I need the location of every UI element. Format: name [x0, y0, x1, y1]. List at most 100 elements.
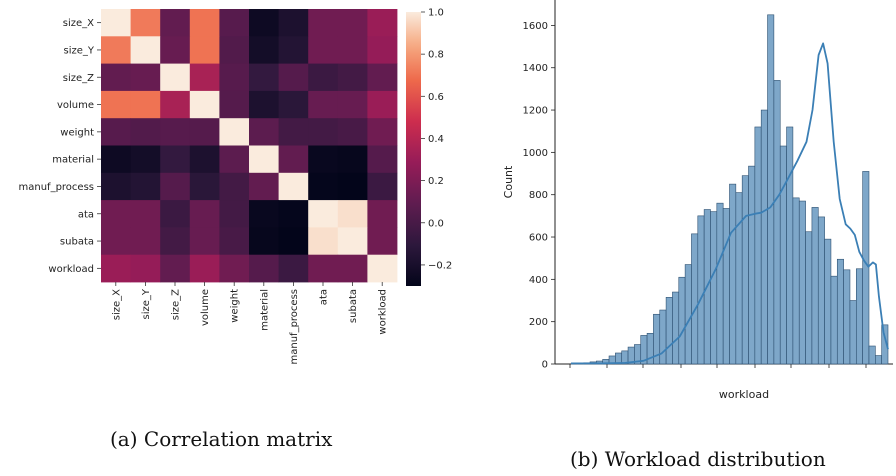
- hist-bar: [862, 171, 870, 365]
- hist-bar: [824, 238, 832, 365]
- heatmap-cell-material-material: [249, 145, 279, 174]
- hist-ytick-label: 800: [529, 190, 548, 201]
- heatmap-cell-size_Y-subata: [337, 36, 368, 64]
- hist-bar: [665, 297, 673, 365]
- heatmap-ytick-size_X: size_X: [63, 18, 94, 29]
- heatmap-ytick-size_Y: size_Y: [64, 45, 95, 56]
- heatmap-cell-workload-ata: [308, 254, 339, 283]
- heatmap-cell-material-size_Y: [130, 145, 161, 174]
- heatmap-cell-weight-manuf_process: [278, 118, 309, 146]
- hist-bar: [691, 233, 699, 365]
- heatmap-cell-size_Y-weight: [219, 36, 250, 64]
- hist-bar: [659, 309, 667, 365]
- heatmap-cell-size_X-ata: [308, 9, 339, 37]
- heatmap-cell-weight-size_X: [101, 118, 131, 146]
- heatmap-cell-weight-size_Z: [160, 118, 191, 146]
- heatmap-cell-material-size_X: [101, 145, 131, 174]
- hist-bar: [811, 207, 819, 365]
- heatmap-cell-subata-weight: [219, 227, 250, 256]
- heatmap-cell-size_Y-manuf_process: [278, 36, 309, 64]
- hist-bar: [875, 355, 882, 365]
- heatmap-cell-workload-size_X: [101, 254, 131, 283]
- heatmap-cell-ata-ata: [308, 200, 339, 228]
- hist-ytick-label: 0: [542, 360, 548, 371]
- hist-bar: [760, 109, 768, 365]
- colorbar-tick-label: −0.2: [428, 260, 452, 271]
- heatmap-cell-size_Z-size_Z: [160, 63, 191, 92]
- hist-ytick-label: 200: [529, 317, 548, 328]
- heatmap-cell-volume-size_X: [101, 90, 131, 119]
- heatmap-cell-size_Y-volume: [189, 36, 220, 64]
- heatmap-cell-ata-subata: [337, 200, 368, 228]
- colorbar-tick-label: 0.2: [428, 176, 444, 187]
- heatmap-ytick-size_Z: size_Z: [63, 73, 94, 84]
- heatmap-cell-ata-volume: [189, 200, 220, 228]
- hist-bar: [836, 258, 844, 365]
- heatmap-cell-subata-material: [249, 227, 279, 256]
- heatmap-cell-weight-weight: [219, 118, 250, 146]
- hist-ytick-label: 600: [529, 233, 548, 244]
- heatmap-cell-manuf_process-material: [249, 172, 279, 201]
- hist-bar: [855, 268, 863, 365]
- heatmap-cell-size_X-subata: [337, 9, 368, 37]
- heatmap-cell-workload-size_Z: [160, 254, 191, 283]
- heatmap-cell-material-volume: [189, 145, 220, 174]
- heatmap-cell-ata-size_X: [101, 200, 131, 228]
- heatmap-cell-size_X-size_Y: [130, 9, 161, 37]
- heatmap-cell-subata-size_Y: [130, 227, 161, 256]
- heatmap-cell-size_Z-subata: [337, 63, 368, 92]
- heatmap-xtick-material: material: [259, 289, 270, 331]
- heatmap-cell-manuf_process-manuf_process: [278, 172, 309, 201]
- heatmap-cell-workload-workload: [367, 254, 398, 283]
- heatmap-xtick-size_Y: size_Y: [141, 288, 152, 319]
- heatmap-cell-size_Y-size_Y: [130, 36, 161, 64]
- hist-bar: [868, 345, 876, 365]
- hist-bar: [773, 80, 781, 365]
- heatmap-cell-weight-workload: [367, 118, 398, 146]
- heatmap-cell-manuf_process-size_Z: [160, 172, 191, 201]
- hist-bar: [767, 14, 775, 365]
- heatmap-cell-manuf_process-subata: [337, 172, 368, 201]
- hist-bar: [710, 211, 718, 365]
- hist-bar: [672, 291, 680, 365]
- colorbar-tick-label: 0.8: [428, 50, 444, 61]
- heatmap-cell-size_Y-material: [249, 36, 279, 64]
- heatmap-cell-subata-volume: [189, 227, 220, 256]
- heatmap-cell-volume-manuf_process: [278, 90, 309, 119]
- hist-ytick-label: 1400: [523, 63, 548, 74]
- hist-bar: [748, 165, 756, 365]
- hist-bar: [741, 175, 749, 365]
- heatmap-cell-size_Y-size_Z: [160, 36, 191, 64]
- heatmap-cell-manuf_process-weight: [219, 172, 250, 201]
- heatmap-cell-size_Z-ata: [308, 63, 339, 92]
- hist-bar: [729, 183, 737, 365]
- heatmap-xtick-subata: subata: [348, 289, 359, 323]
- hist-bar: [798, 200, 806, 365]
- heatmap-cell-weight-ata: [308, 118, 339, 146]
- heatmap-ytick-manuf_process: manuf_process: [19, 182, 95, 193]
- heatmap-xtick-weight: weight: [230, 289, 241, 323]
- heatmap-cell-size_Y-workload: [367, 36, 398, 64]
- heatmap-cell-material-workload: [367, 145, 398, 174]
- correlation-heatmap: size_Xsize_Xsize_Ysize_Ysize_Zsize_Zvolu…: [19, 9, 398, 365]
- heatmap-cell-size_Z-size_X: [101, 63, 131, 92]
- heatmap-cell-weight-size_Y: [130, 118, 161, 146]
- heatmap-cell-volume-ata: [308, 90, 339, 119]
- hist-xlabel: workload: [719, 388, 769, 401]
- colorbar-bar: [406, 12, 421, 286]
- heatmap-cell-ata-workload: [367, 200, 398, 228]
- heatmap-cell-workload-size_Y: [130, 254, 161, 283]
- heatmap-cell-subata-size_X: [101, 227, 131, 256]
- heatmap-cell-material-subata: [337, 145, 368, 174]
- heatmap-xtick-manuf_process: manuf_process: [289, 289, 300, 365]
- heatmap-cell-subata-subata: [337, 227, 368, 256]
- heatmap-cell-subata-workload: [367, 227, 398, 256]
- heatmap-cell-subata-manuf_process: [278, 227, 309, 256]
- heatmap-ytick-subata: subata: [60, 237, 94, 248]
- heatmap-cell-manuf_process-size_Y: [130, 172, 161, 201]
- hist-bar: [817, 216, 825, 365]
- hist-bar: [754, 126, 762, 365]
- heatmap-cell-volume-weight: [219, 90, 250, 119]
- heatmap-cell-manuf_process-size_X: [101, 172, 131, 201]
